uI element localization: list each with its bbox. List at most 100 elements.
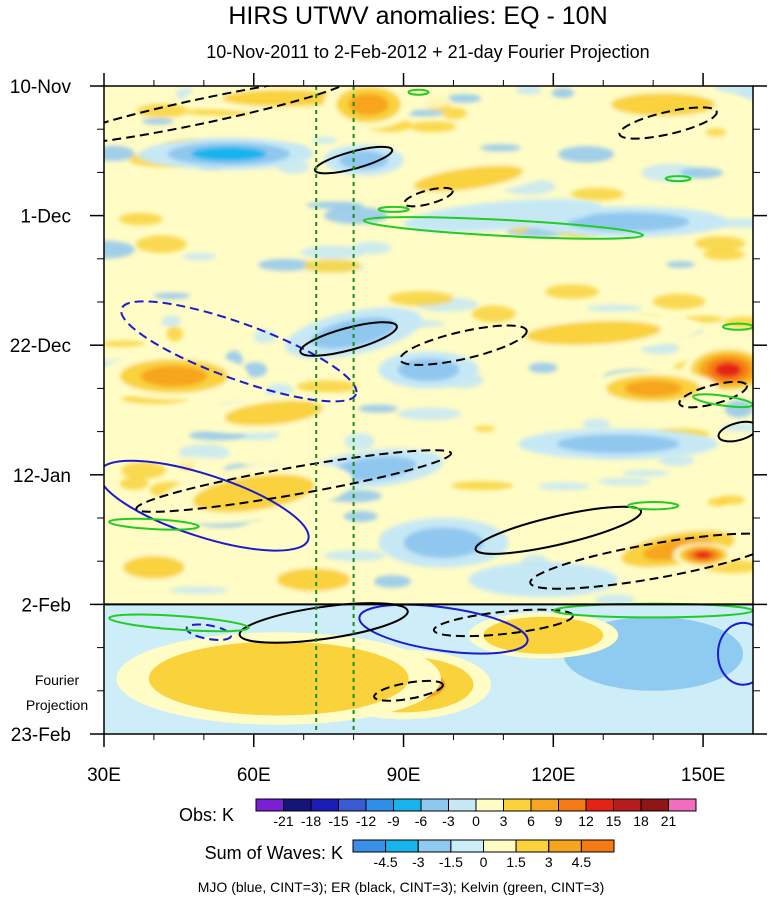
waves-colorbar-swatch	[352, 839, 387, 853]
obs-colorbar-level-label: 18	[633, 813, 649, 829]
er-contour-negative	[618, 106, 718, 140]
waves-colorbar-level-label: -4.5	[374, 854, 398, 870]
texture-patch	[104, 340, 146, 347]
anomaly-blob-level	[413, 165, 524, 192]
texture-patch	[344, 432, 375, 451]
anomaly-blob-level	[556, 434, 680, 454]
waves-colorbar-level-label: 0	[480, 854, 488, 870]
er-contour-positive	[313, 145, 394, 175]
texture-patch	[324, 550, 386, 562]
x-tick-label: 30E	[87, 765, 121, 786]
projection-blob-level	[148, 641, 409, 716]
anomaly-blob-level	[525, 320, 661, 345]
er-contour-negative	[678, 380, 748, 409]
anomaly-blob	[378, 351, 479, 389]
texture-patch	[598, 478, 651, 486]
texture-patch	[480, 144, 521, 152]
mjo-contour-positive	[358, 603, 529, 655]
obs-colorbar-swatch	[393, 798, 422, 812]
anomaly-blob-level	[276, 568, 351, 592]
anomaly-field	[104, 86, 753, 599]
obs-colorbar-swatch	[585, 798, 614, 812]
waves-colorbar-swatch	[385, 839, 419, 853]
kelvin-contour-positive	[664, 175, 692, 183]
texture-patch	[373, 575, 412, 588]
chart-subtitle: 10-Nov-2011 to 2-Feb-2012 + 21-day Fouri…	[206, 42, 649, 62]
texture-patch	[258, 258, 313, 271]
texture-patch	[516, 86, 542, 95]
waves-colorbar-level-label: -3	[412, 854, 425, 870]
waves-colorbar-level-label: 1.5	[506, 854, 526, 870]
texture-patch	[594, 594, 636, 606]
y-tick-label: 23-Feb	[11, 725, 71, 746]
anomaly-blob-level	[397, 358, 460, 382]
texture-patch	[119, 477, 149, 490]
waves-colorbar-level-label: 3	[545, 854, 553, 870]
mjo-contour-negative	[185, 623, 232, 641]
texture-patch	[183, 253, 216, 261]
texture-patch	[169, 586, 228, 594]
texture-patch	[659, 454, 695, 467]
anomaly-blob-level	[403, 198, 603, 233]
texture-patch	[451, 481, 514, 491]
texture-patch	[622, 470, 670, 477]
texture-patch	[582, 418, 611, 431]
x-tick-label: 120E	[531, 765, 575, 786]
x-tick-label: 60E	[237, 765, 271, 786]
obs-colorbar-level-label: 6	[527, 813, 535, 829]
texture-patch	[141, 118, 174, 125]
y-tick-label: 12-Jan	[13, 466, 71, 487]
anomaly-blob-level	[715, 362, 741, 377]
kelvin-contour-positive	[377, 205, 410, 213]
texture-patch	[303, 259, 362, 273]
obs-colorbar-swatch	[255, 798, 284, 812]
waves-colorbar-swatch	[515, 839, 550, 853]
er-contour-negative	[399, 324, 528, 366]
obs-colorbar-label: Obs: K	[179, 805, 234, 825]
obs-colorbar-swatch	[503, 798, 532, 812]
texture-patch	[323, 206, 388, 225]
texture-patch	[250, 291, 284, 298]
texture-patch	[136, 103, 189, 118]
obs-colorbar-level-label: -6	[415, 813, 428, 829]
texture-patch	[571, 187, 624, 201]
anomaly-blob	[285, 307, 423, 359]
texture-patch	[706, 128, 727, 137]
er-contour-negative	[529, 532, 753, 590]
anomaly-blob-level	[123, 556, 185, 579]
texture-patch	[281, 207, 328, 217]
texture-patch	[409, 121, 456, 133]
er-contour-negative	[104, 86, 352, 146]
obs-colorbar-swatch	[475, 798, 504, 812]
contour-legend-note: MJO (blue, CINT=3); ER (black, CINT=3); …	[198, 879, 605, 895]
obs-colorbar-level-label: 0	[472, 813, 480, 829]
texture-patch	[562, 354, 611, 365]
mjo-contour-positive	[717, 621, 753, 686]
texture-patch	[721, 423, 753, 432]
texture-patch	[304, 291, 367, 300]
anomaly-blob-level	[191, 146, 267, 161]
x-tick-label: 90E	[387, 765, 421, 786]
texture-patch	[471, 305, 516, 323]
anomaly-blob-level	[610, 93, 716, 116]
anomaly-blob-level	[403, 527, 484, 558]
texture-patch	[351, 241, 392, 254]
anomaly-blob	[468, 562, 619, 597]
texture-patch	[104, 240, 135, 259]
anomaly-blob-level	[311, 317, 396, 349]
y-tick-label: 22-Dec	[10, 336, 71, 357]
texture-patch	[666, 261, 695, 268]
reference-longitude-lines	[315, 86, 355, 734]
obs-colorbar-level-label: -18	[301, 813, 321, 829]
anomaly-blob-level	[468, 562, 619, 597]
waves-colorbar-swatch	[450, 839, 484, 853]
obs-colorbar-level-label: 12	[578, 813, 594, 829]
texture-patch	[545, 284, 599, 299]
er-contour-positive	[299, 321, 398, 357]
obs-colorbar-swatch	[530, 798, 559, 812]
anomaly-blob	[378, 518, 509, 568]
waves-colorbar-level-label: 4.5	[572, 854, 592, 870]
obs-colorbar-swatch	[668, 798, 697, 812]
waves-colorbar-swatch	[548, 839, 582, 853]
texture-patch	[397, 407, 461, 421]
